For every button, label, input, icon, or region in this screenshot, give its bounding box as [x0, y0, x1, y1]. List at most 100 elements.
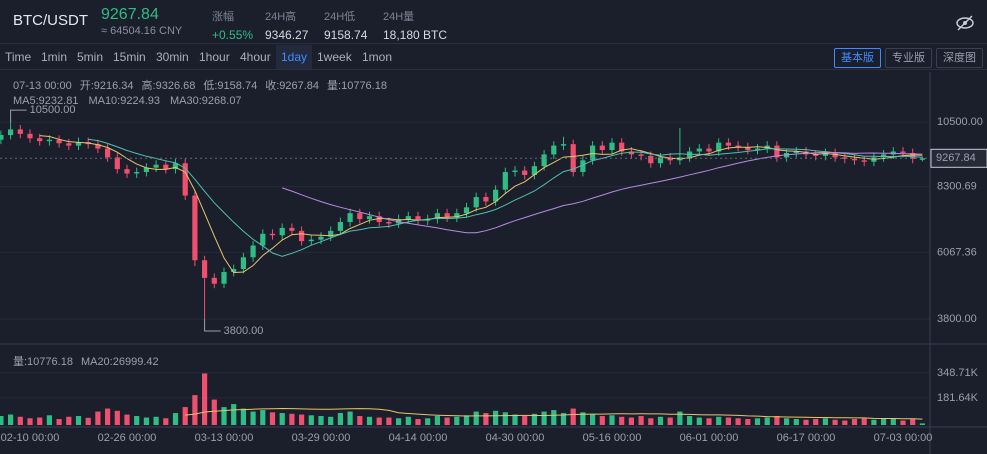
volume-bar [376, 417, 382, 425]
candle-body [590, 145, 596, 161]
volume-bar [590, 414, 596, 425]
candle-body [182, 163, 188, 196]
candle-body [308, 239, 314, 242]
candle-body [386, 222, 392, 224]
interval-tab[interactable]: 1min [41, 50, 68, 64]
volume-bar [0, 416, 4, 425]
candle-body [357, 213, 363, 220]
candle-body [900, 151, 906, 153]
candle-body [560, 144, 567, 146]
cny-price: ≈ 64504.16 CNY [101, 25, 183, 37]
candle-body [172, 163, 179, 170]
interval-tab[interactable]: 4hour [240, 50, 271, 64]
y-tick-label: 3800.00 [937, 313, 977, 325]
volume-bar [822, 418, 828, 425]
stat-value: 9158.74 [324, 28, 368, 42]
volume-bar [667, 417, 673, 425]
volume-bar [434, 416, 440, 425]
toolbar: Time 1min 5min 15min 30min 1hour 4hour 1day 1wee… [0, 45, 987, 70]
volume-bar [716, 416, 722, 425]
view-button[interactable]: 深度图 [936, 48, 983, 68]
volume-bar [463, 415, 470, 425]
annotation-label: 3800.00 [224, 325, 264, 337]
volume-bar [337, 413, 343, 425]
volume-bar [66, 416, 72, 425]
interval-tab[interactable]: 1week [317, 50, 352, 64]
volume-bar [522, 416, 528, 425]
volume-bar [114, 410, 120, 425]
interval-tab[interactable]: 15min [113, 50, 146, 64]
candle-body [657, 157, 664, 164]
candle-body [512, 170, 518, 173]
volume-bar [192, 395, 198, 425]
candle-body [881, 154, 887, 158]
candle-body [66, 143, 72, 146]
volume-bar [269, 412, 276, 425]
candle-body [211, 277, 217, 284]
candle-body [17, 129, 23, 134]
candle-body [37, 138, 43, 142]
volume-bar [493, 410, 499, 425]
volume-bar [308, 415, 314, 425]
candle-body [153, 164, 159, 168]
candle-body [502, 172, 508, 190]
candle-body [745, 147, 751, 151]
candle-body [143, 167, 149, 173]
interval-tab[interactable]: 1hour [199, 50, 230, 64]
stat: 24H量 18,180 BTC [383, 8, 447, 42]
interval-tab[interactable]: 30min [156, 50, 189, 64]
volume-bar [638, 416, 644, 425]
candle-body [337, 222, 343, 231]
pair: BTC/USDT [13, 12, 88, 29]
stat-label: 涨幅 [212, 11, 234, 23]
candle-body [134, 172, 140, 174]
volume-bar [919, 423, 925, 425]
annotation-label: 10500.00 [30, 104, 76, 116]
candle-body [735, 145, 741, 148]
candle-body [648, 155, 654, 164]
view-button[interactable]: 专业版 [885, 48, 932, 68]
candle-body [202, 260, 208, 278]
candle-body [454, 213, 460, 218]
volume-bar [745, 419, 751, 425]
candle-body [318, 236, 324, 240]
volume-bar [143, 417, 149, 425]
candle-body [221, 271, 227, 284]
candle-body [299, 230, 305, 242]
candle-body [56, 139, 62, 144]
view-button[interactable]: 基本版 [834, 48, 881, 68]
x-tick-label: 04-30 00:00 [486, 432, 545, 444]
candle-body [269, 233, 276, 236]
interval-tab[interactable]: 1mon [362, 50, 393, 64]
candle-body [46, 139, 52, 142]
volume-bar [531, 413, 537, 425]
candle-body [580, 160, 586, 173]
candle-body [609, 142, 615, 151]
volume-bar [813, 419, 819, 425]
v-tick-label: 348.71K [937, 367, 979, 379]
candle-body [919, 158, 925, 160]
volume-bar [657, 416, 664, 425]
x-tick-label: 05-16 00:00 [583, 432, 642, 444]
candle-body [289, 227, 295, 231]
volume-bar [357, 416, 363, 425]
candle-body [813, 154, 819, 156]
interval-tab[interactable]: 5min [77, 50, 104, 64]
candle-body [75, 142, 82, 146]
interval-tab[interactable]: 1day [276, 45, 313, 69]
volume-bar [211, 399, 217, 425]
interval-tab[interactable]: Time [5, 50, 32, 64]
candle-body [493, 189, 499, 202]
volume-bar [182, 407, 188, 425]
volume-bar [425, 418, 431, 425]
volume-bar [8, 414, 14, 425]
volume-bar [415, 419, 421, 425]
volume-bar [221, 407, 227, 425]
hide-icon[interactable] [954, 12, 976, 34]
volume-bar [706, 418, 712, 425]
volume-bar [473, 411, 479, 425]
x-tick-label: 03-13 00:00 [195, 432, 254, 444]
candle-body [376, 216, 382, 223]
candle-body [754, 148, 761, 151]
v-tick-label: 181.64K [937, 392, 979, 404]
